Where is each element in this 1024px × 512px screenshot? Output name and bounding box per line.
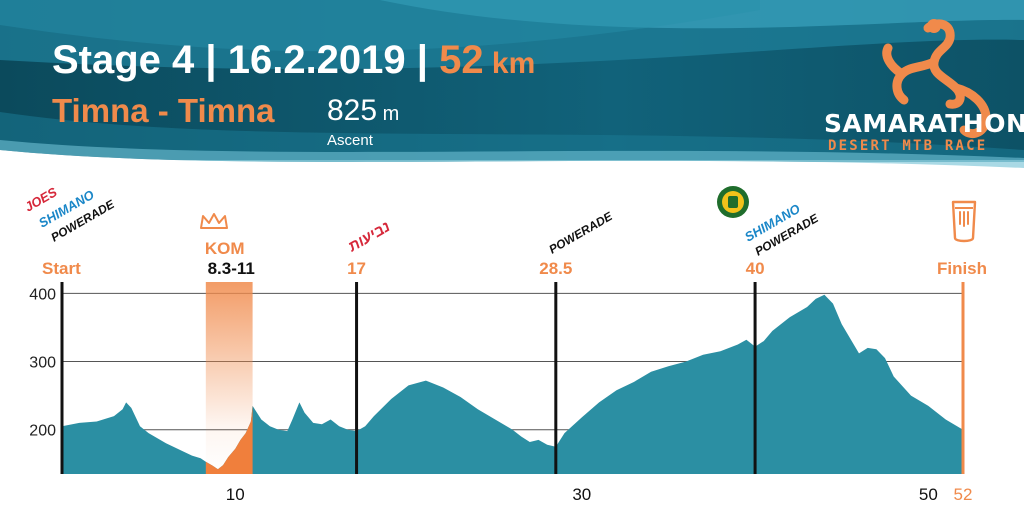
beer-glass-icon [951, 200, 977, 243]
ascent-unit: m [377, 103, 400, 125]
x-tick-label: 50 [919, 485, 938, 504]
crown-icon [200, 213, 228, 229]
stage-distance: 52 [439, 38, 484, 82]
checkpoint-label: 40 [746, 259, 765, 278]
green-badge-icon [717, 186, 749, 218]
ascent-value: 825 m [327, 94, 399, 128]
axis-ticks: 200 300 400 10 30 50 52 [29, 286, 972, 504]
kom-profile-area [205, 405, 253, 474]
x-tick-label: 10 [226, 485, 245, 504]
logo-subtitle: DESERT MTB RACE [828, 138, 988, 154]
y-tick-label: 400 [29, 286, 56, 303]
header-banner [0, 0, 1024, 180]
checkpoint-label: 28.5 [539, 259, 572, 278]
checkpoint-label: Start [42, 259, 81, 278]
x-tick-label: 52 [954, 485, 973, 504]
checkpoint-label: Finish [937, 259, 987, 278]
title-separator: | [194, 38, 228, 82]
nviot-logo-text: נביעות [345, 218, 393, 256]
stage-label: Stage 4 [52, 38, 195, 82]
powerade-logo-text: POWERADE [547, 209, 616, 257]
route-name: Timna - Timna [52, 92, 275, 129]
kom-label: KOM [205, 239, 245, 258]
checkpoint-lines [60, 282, 965, 474]
logo-name: SAMARATHON [824, 109, 1024, 138]
checkpoint-label: 8.3-11 [208, 259, 255, 278]
stage-date: 16.2.2019 [227, 38, 406, 82]
title-separator: | [405, 38, 440, 82]
y-tick-label: 300 [29, 355, 56, 372]
y-tick-label: 200 [29, 423, 56, 440]
elevation-profile-area [62, 294, 963, 474]
distance-unit: km [483, 47, 536, 80]
samarathon-logo-icon [882, 19, 991, 138]
start-sponsors: JOES SHIMANO POWERADE [22, 184, 118, 244]
ascent-label: Ascent [327, 132, 373, 149]
ascent-number: 825 [327, 94, 378, 127]
stage-title: Stage 4 | 16.2.2019 | 52 km [52, 38, 535, 83]
x-tick-label: 30 [572, 485, 591, 504]
checkpoint-label: 17 [347, 259, 366, 278]
